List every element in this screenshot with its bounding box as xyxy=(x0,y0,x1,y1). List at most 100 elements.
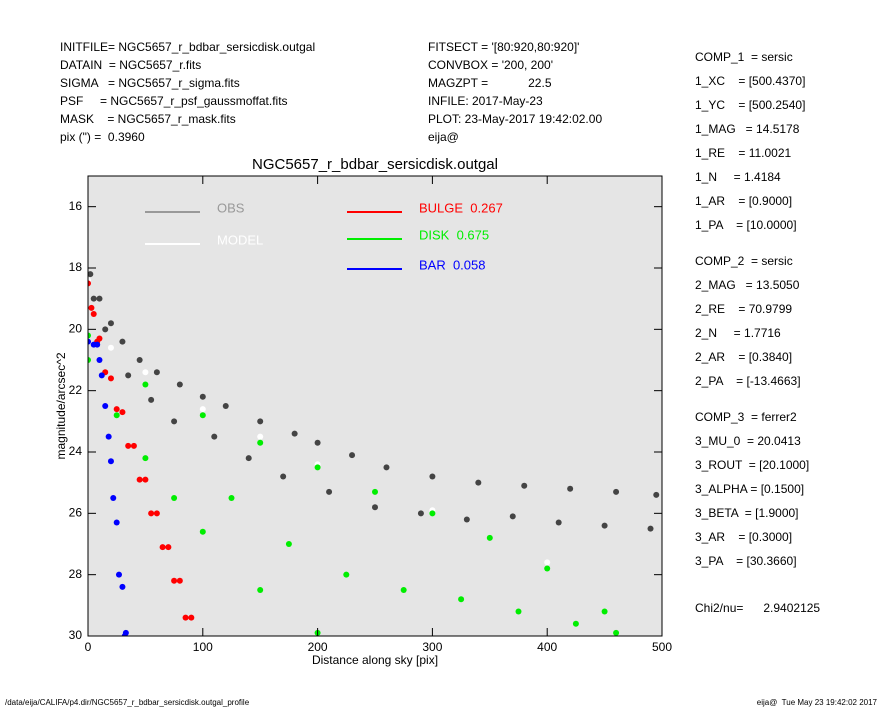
data-point xyxy=(653,491,660,498)
legend-label: MODEL xyxy=(217,232,263,247)
data-point xyxy=(383,464,390,471)
legend-label: OBS xyxy=(217,200,245,215)
data-point xyxy=(544,559,551,566)
header-line: DATAIN = NGC5657_r.fits xyxy=(60,58,201,72)
data-point xyxy=(113,519,120,526)
header-line: CONVBOX = '200, 200' xyxy=(428,58,553,72)
data-point xyxy=(88,338,91,345)
data-point xyxy=(102,326,109,333)
data-point xyxy=(199,406,206,413)
header-line: PSF = NGC5657_r_psf_gaussmoffat.fits xyxy=(60,94,288,108)
footer-left: /data/eija/CALIFA/p4.dir/NGC5657_r_bdbar… xyxy=(5,698,250,707)
header-line: INFILE: 2017-May-23 xyxy=(428,94,543,108)
data-point xyxy=(88,332,91,339)
data-point xyxy=(148,396,155,403)
data-point xyxy=(153,369,160,376)
y-tick-label: 26 xyxy=(69,506,83,520)
x-tick-label: 0 xyxy=(85,640,92,654)
header-line: PLOT: 23-May-2017 19:42:02.00 xyxy=(428,112,602,126)
parameter-line: COMP_2 = sersic xyxy=(695,254,793,268)
data-point xyxy=(417,510,424,517)
data-point xyxy=(105,433,112,440)
data-point xyxy=(136,357,143,363)
data-point xyxy=(245,455,252,462)
data-point xyxy=(142,381,149,388)
data-point xyxy=(257,433,264,440)
data-point xyxy=(110,495,117,501)
data-point xyxy=(199,412,206,419)
data-point xyxy=(142,369,149,376)
y-tick-label: 22 xyxy=(69,383,83,397)
data-point xyxy=(199,528,206,535)
data-point xyxy=(521,482,528,489)
x-tick-label: 400 xyxy=(537,640,557,654)
data-point xyxy=(572,620,579,627)
parameter-line: 1_MAG = 14.5178 xyxy=(695,122,800,136)
parameter-line: 3_AR = [0.3000] xyxy=(695,530,792,544)
data-point xyxy=(257,587,264,593)
data-point xyxy=(96,357,103,363)
chi2: Chi2/nu= 2.9402125 xyxy=(695,601,820,615)
data-point xyxy=(463,516,470,523)
chart-title: NGC5657_r_bdbar_sersicdisk.outgal xyxy=(252,156,498,173)
data-point xyxy=(176,577,183,584)
plot-area xyxy=(88,176,662,636)
data-point xyxy=(88,304,95,311)
parameter-line: 3_MU_0 = 20.0413 xyxy=(695,434,801,448)
data-point xyxy=(113,406,120,413)
data-point xyxy=(211,433,218,440)
data-point xyxy=(148,510,155,517)
parameter-line: 1_RE = 11.0021 xyxy=(695,146,792,160)
data-point xyxy=(601,608,608,615)
data-point xyxy=(125,442,132,449)
data-point xyxy=(285,541,292,547)
data-point xyxy=(113,412,120,419)
header-line: eija@ xyxy=(428,130,459,144)
x-tick-label: 200 xyxy=(308,640,328,654)
data-point xyxy=(121,633,128,636)
data-point xyxy=(88,357,91,363)
data-point xyxy=(107,458,114,465)
data-point xyxy=(314,464,321,471)
header-line: SIGMA = NGC5657_r_sigma.fits xyxy=(60,76,240,90)
data-point xyxy=(647,525,654,532)
data-point xyxy=(115,571,122,578)
x-axis-label: Distance along sky [pix] xyxy=(312,653,438,667)
data-point xyxy=(228,495,235,501)
parameter-line: 1_AR = [0.9000] xyxy=(695,194,792,208)
parameter-line: 3_BETA = [1.9000] xyxy=(695,506,799,520)
data-point xyxy=(613,629,620,636)
legend-label: BULGE 0.267 xyxy=(419,200,503,215)
data-point xyxy=(509,513,516,520)
y-tick-label: 28 xyxy=(69,567,83,581)
y-tick-label: 30 xyxy=(69,628,83,642)
data-point xyxy=(153,510,160,517)
footer-right: eija@ Tue May 23 19:42:02 2017 xyxy=(757,698,878,707)
parameter-line: 2_RE = 70.9799 xyxy=(695,302,792,316)
data-point xyxy=(257,418,264,425)
data-point xyxy=(142,476,149,483)
data-point xyxy=(171,577,178,584)
data-point xyxy=(107,344,114,351)
y-tick-label: 18 xyxy=(69,260,83,274)
data-point xyxy=(88,280,91,287)
data-point xyxy=(142,455,149,462)
x-tick-label: 300 xyxy=(422,640,442,654)
parameter-line: 1_PA = [10.0000] xyxy=(695,218,797,232)
data-point xyxy=(90,311,97,317)
header-line: INITFILE= NGC5657_r_bdbar_sersicdisk.out… xyxy=(60,40,315,54)
header-line: FITSECT = '[80:920,80:920]' xyxy=(428,40,579,54)
data-point xyxy=(314,439,321,446)
parameter-line: 1_XC = [500.4370] xyxy=(695,74,805,88)
y-axis-label: magnitude/arcsec^2 xyxy=(54,352,68,459)
data-point xyxy=(343,571,350,578)
y-tick-label: 24 xyxy=(69,444,83,458)
data-point xyxy=(107,320,114,327)
parameter-line: 3_ALPHA = [0.1500] xyxy=(695,482,804,496)
plot-frame xyxy=(87,175,663,637)
data-point xyxy=(94,341,101,348)
data-point xyxy=(176,381,183,388)
data-point xyxy=(119,409,126,416)
data-point xyxy=(119,583,126,590)
